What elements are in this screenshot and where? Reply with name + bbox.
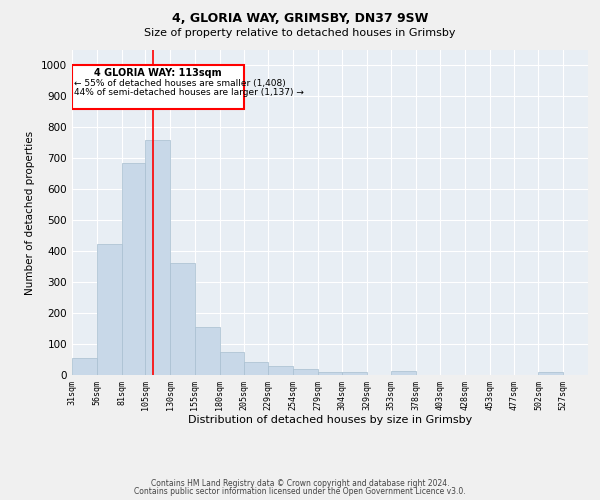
Text: Size of property relative to detached houses in Grimsby: Size of property relative to detached ho… [144, 28, 456, 38]
Bar [268, 366, 293, 375]
Text: 4 GLORIA WAY: 113sqm: 4 GLORIA WAY: 113sqm [94, 68, 222, 78]
Bar [293, 370, 317, 375]
Y-axis label: Number of detached properties: Number of detached properties [25, 130, 35, 294]
X-axis label: Distribution of detached houses by size in Grimsby: Distribution of detached houses by size … [188, 416, 472, 426]
Bar [170, 263, 195, 375]
Bar [122, 163, 145, 375]
Bar [538, 372, 563, 375]
Text: Contains public sector information licensed under the Open Government Licence v3: Contains public sector information licen… [134, 487, 466, 496]
Bar [97, 244, 122, 375]
Bar [343, 372, 367, 375]
Text: 4, GLORIA WAY, GRIMSBY, DN37 9SW: 4, GLORIA WAY, GRIMSBY, DN37 9SW [172, 12, 428, 26]
Bar [220, 352, 244, 375]
Bar [195, 327, 220, 375]
Text: 44% of semi-detached houses are larger (1,137) →: 44% of semi-detached houses are larger (… [74, 88, 304, 97]
Text: Contains HM Land Registry data © Crown copyright and database right 2024.: Contains HM Land Registry data © Crown c… [151, 478, 449, 488]
FancyBboxPatch shape [72, 66, 244, 110]
Bar [317, 372, 343, 375]
Bar [391, 372, 416, 375]
Bar [145, 140, 170, 375]
Bar [244, 362, 268, 375]
Text: ← 55% of detached houses are smaller (1,408): ← 55% of detached houses are smaller (1,… [74, 78, 286, 88]
Bar [72, 358, 97, 375]
